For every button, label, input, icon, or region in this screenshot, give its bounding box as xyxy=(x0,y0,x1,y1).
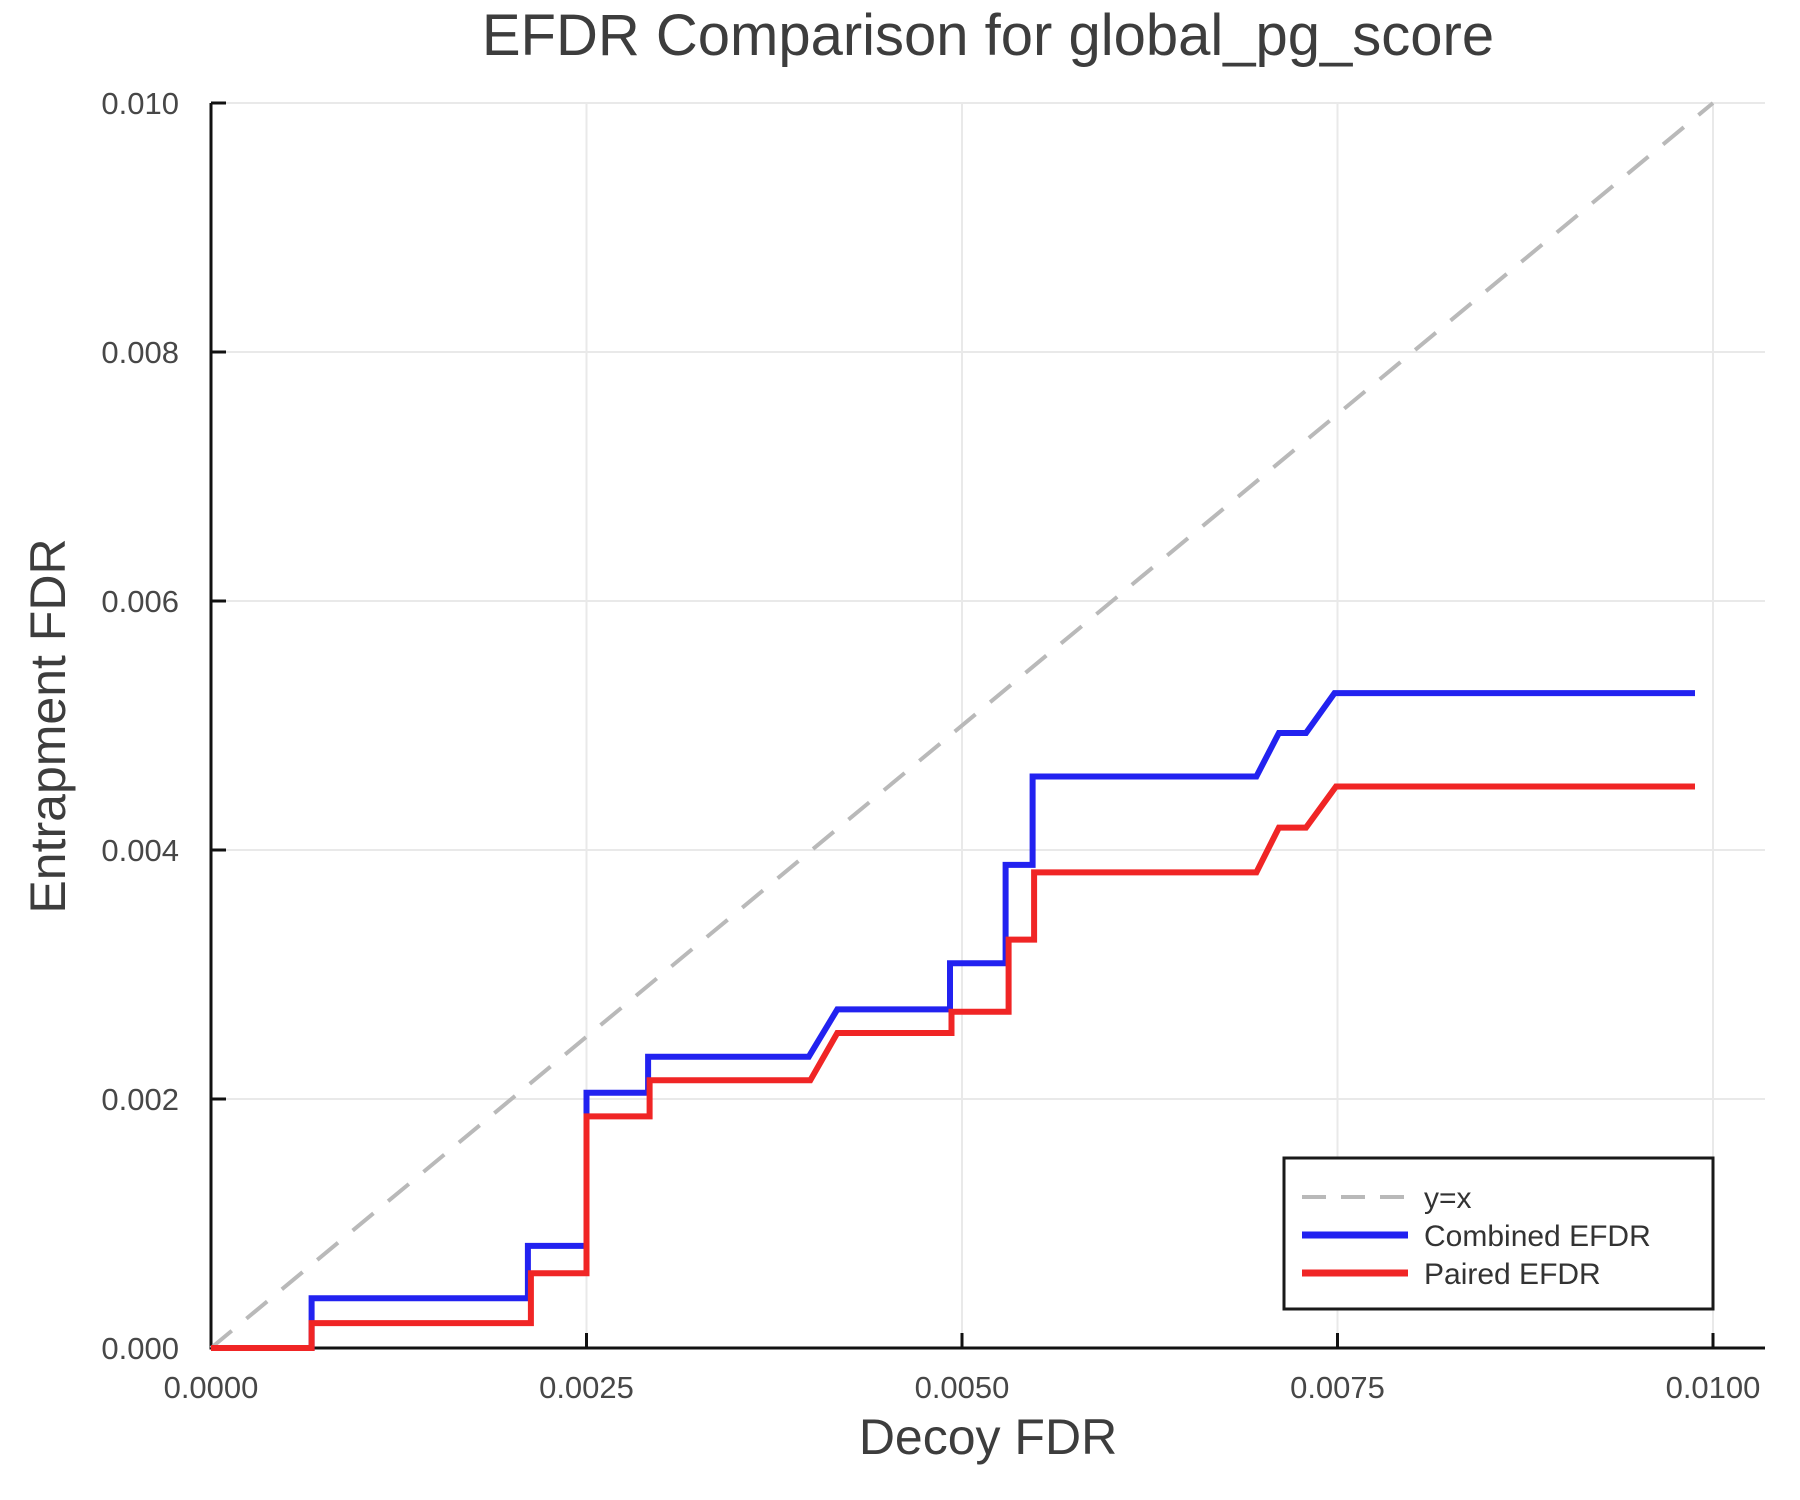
y-tick-label-0.006: 0.006 xyxy=(101,584,179,619)
y-tick-label-0.010: 0.010 xyxy=(101,86,179,121)
y-tick-label-0.008: 0.008 xyxy=(101,335,179,370)
x-tick-label-0.0100: 0.0100 xyxy=(1666,1370,1761,1405)
series-line-y-x xyxy=(209,101,1715,1350)
x-tick-label-0.0000: 0.0000 xyxy=(164,1370,259,1405)
y-tick-label-0.004: 0.004 xyxy=(101,833,179,868)
legend-label-0: y=x xyxy=(1424,1182,1472,1215)
x-axis-label: Decoy FDR xyxy=(858,1409,1118,1465)
legend-label-2: Paired EFDR xyxy=(1424,1258,1601,1291)
chart-title: EFDR Comparison for global_pg_score xyxy=(481,3,1495,68)
x-tick-label-0.0075: 0.0075 xyxy=(1290,1370,1385,1405)
y-tick-label-0.002: 0.002 xyxy=(101,1082,179,1117)
legend-label-1: Combined EFDR xyxy=(1424,1220,1651,1253)
x-tick-label-0.0025: 0.0025 xyxy=(539,1370,634,1405)
series-line-paired-efdr xyxy=(211,783,1695,1351)
y-tick-label-0.000: 0.000 xyxy=(101,1331,179,1366)
x-tick-label-0.0050: 0.0050 xyxy=(915,1370,1010,1405)
